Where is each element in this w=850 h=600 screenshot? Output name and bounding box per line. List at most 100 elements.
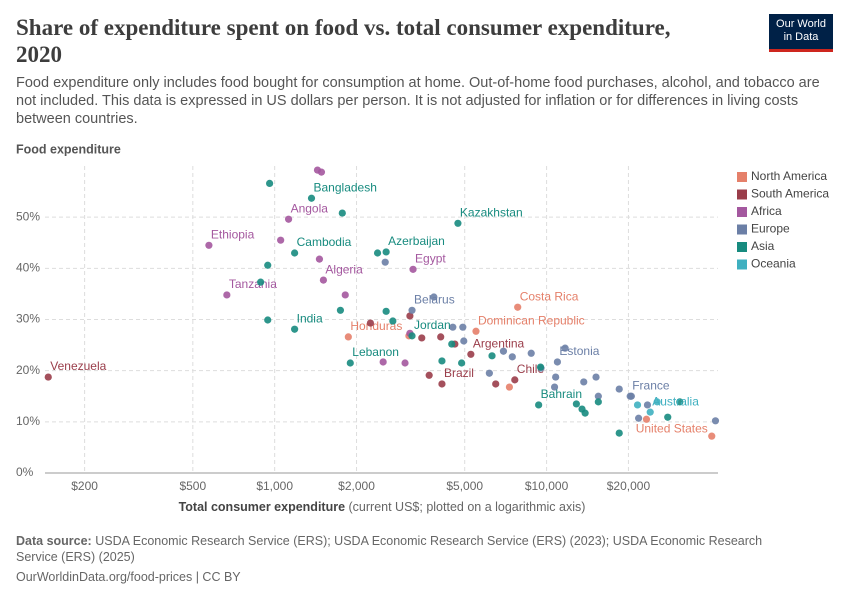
point [499,347,508,355]
point-label: Argentina [473,336,525,350]
point-label: Costa Rica [520,289,579,303]
logo: Our World in Data [769,14,833,52]
x-label-note: (current US$; plotted on a logarithmic a… [349,500,586,514]
legend-label: Asia [751,239,775,253]
point [505,383,514,391]
point [373,249,382,257]
x-label-main: Total consumer expenditure [179,500,346,514]
point [315,255,324,263]
point [561,344,569,352]
x-tick-label: $20,000 [607,479,651,493]
point [643,401,652,409]
point [401,359,409,367]
point [711,417,720,425]
point [341,291,349,299]
point [430,293,438,301]
point [458,359,466,367]
source: Data source: USDA Economic Research Serv… [16,533,776,565]
source-label: Data source: [16,534,92,548]
x-tick-label: $10,000 [525,479,569,493]
y-tick-label: 40% [16,261,40,275]
x-tick-label: $500 [179,479,206,493]
point [382,248,390,256]
point [317,168,326,176]
point [527,349,535,357]
y-tick-label: 30% [16,312,40,326]
legend-swatch [737,189,747,200]
source-text: USDA Economic Research Service (ERS); US… [16,534,763,564]
point [460,337,468,345]
point-label: Dominican Republic [478,313,585,327]
x-tick-label: $1,000 [256,479,293,493]
point [580,378,588,386]
point [514,303,522,311]
point [508,353,516,361]
point [264,316,272,324]
point [615,429,623,437]
legend-label: Europe [751,222,790,236]
point-label: Egypt [415,252,446,266]
legend-swatch [737,172,747,182]
point [266,179,274,187]
point-label: Lebanon [352,345,399,359]
point [535,401,543,409]
legend-swatch [737,259,747,270]
legend-swatch [737,207,747,217]
y-tick-label: 50% [16,209,40,223]
point [633,401,642,409]
point-label: Azerbaijan [388,234,445,248]
point [581,409,589,417]
point [449,323,457,331]
legend-label: Africa [751,204,782,218]
point [653,398,661,406]
point [552,373,560,381]
logo-text: Our World [776,18,826,30]
point-label: Bangladesh [314,180,377,194]
point [553,358,562,366]
title: Share of expenditure spent on food vs. t… [16,15,671,67]
point [646,408,654,416]
y-tick-label: 20% [16,363,40,377]
point [307,194,316,202]
point [642,415,651,423]
point [284,215,293,223]
point [338,209,346,217]
point [277,236,285,244]
point [366,319,375,327]
point [344,333,352,341]
point-label: India [297,311,323,325]
point [437,333,445,341]
point [205,241,213,249]
point [594,398,602,406]
point-label: Brazil [444,366,474,380]
point-label: Australia [652,394,699,408]
point [594,392,602,400]
point [615,385,623,393]
point-label: Angola [291,201,329,215]
x-label: Total consumer expenditure (current US$;… [179,500,586,514]
point [459,323,467,331]
point [438,380,446,388]
point [257,278,265,286]
point [485,369,493,377]
point [379,358,387,366]
point [319,276,328,284]
point [627,392,635,400]
point-label: Venezuela [50,359,106,373]
point-label: Ethiopia [211,227,255,241]
point [454,219,462,227]
point [708,432,716,440]
point-label: Jordan [414,318,451,332]
point [467,350,475,358]
point-label: Honduras [350,319,402,333]
point [408,306,416,314]
point [438,357,446,365]
point-label: Algeria [325,262,363,276]
x-tick-label: $2,000 [338,479,375,493]
x-tick-label: $5,000 [446,479,483,493]
x-tick-label: $200 [71,479,98,493]
point [408,332,416,340]
point [511,376,519,384]
